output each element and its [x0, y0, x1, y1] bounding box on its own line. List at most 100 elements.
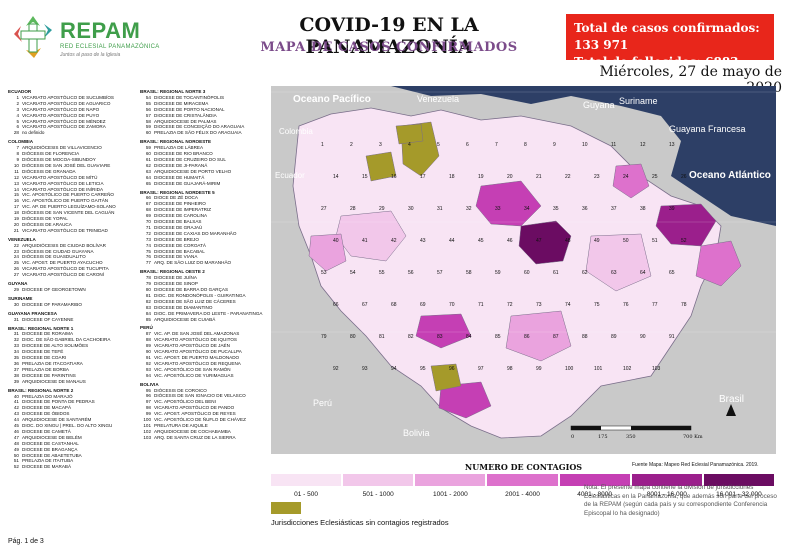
entry-number: 49	[13, 446, 19, 452]
entry-name: VIC. AP. DE SAN JOSÉ DEL AMAZONAS	[154, 331, 240, 337]
entry-number: 46	[13, 428, 19, 434]
directory-entry: 67 DIOCESE DE PINHEIRO	[140, 201, 270, 207]
entry-name: DIÓCESIS DE SAN VICENTE DEL CAGUÁN	[22, 210, 115, 216]
region-number: 26	[681, 174, 687, 180]
directory-entry: 77 ARQ. DE SÃO LUIZ DO MARANHÃO	[140, 260, 270, 266]
directory-entry: 94 VIC. APOSTÓLICO DE YURIMAGUAS	[140, 373, 270, 379]
region-number: 102	[623, 366, 632, 372]
scale-bar: 0 175 350 700 Km	[570, 425, 703, 440]
entry-name: VICARIATO APOSTÓLICO DE SUCUMBÍOS	[22, 94, 114, 100]
entry-name: DIOCESE DE ÓBIDOS	[22, 411, 70, 417]
entry-number: 69	[145, 213, 151, 219]
entry-number: 62	[145, 162, 151, 168]
directory-entry: 43 DIOCESE DE ÓBIDOS	[8, 411, 143, 417]
region-number: 78	[681, 302, 687, 308]
directory-entry: 47 ARQUIDIOCESE DE BELÉM	[8, 435, 143, 441]
entry-number: 18	[13, 210, 19, 216]
entry-name: DIOCESE DE BARRA DO GARÇAS	[154, 287, 229, 292]
entry-number: 66	[145, 195, 151, 201]
directory-entry: 37 PRELAZIA DE BORBA	[8, 367, 143, 373]
entry-name: ARQUIDIÓCESIS DE VILLAVICENCIO	[22, 145, 102, 151]
region-number: 68	[391, 302, 397, 308]
region-number: 88	[582, 334, 588, 340]
entry-name: VIC. APOSTÓLICO DE YURIMAGUAS	[154, 372, 234, 378]
entry-number: 78	[145, 275, 151, 281]
entry-name: PRELAZIA DE ITACOATIARA	[22, 360, 83, 366]
entry-name: DIOCESE DE MIRACEMA	[154, 100, 209, 106]
entry-name: VICARIATO APOSTÓLICO DE AGUARICO	[22, 100, 111, 106]
directory-entry: 10 DIÓCESIS DE SAN JOSÉ DEL GUAVIARE	[8, 163, 143, 169]
entry-number: 19	[13, 216, 19, 222]
entry-number: 34	[13, 349, 19, 355]
entry-name: VICARIATO APOSTÓLICO DE TRINIDAD	[22, 227, 108, 233]
region-number: 20	[507, 174, 513, 180]
repam-logo: REPAM RED ECLESIAL PANAMAZÓNICA Juntos a…	[8, 12, 218, 64]
entry-name: ARQUIDIOCESE DE SANTARÉM	[22, 417, 92, 423]
page-subtitle: MAPA DE CASOS CONFIRMADOS	[260, 40, 518, 55]
entry-number: 17	[13, 204, 19, 210]
directory-entry: 69 DIOCESE DE CAROLINA	[140, 213, 270, 219]
entry-number: 67	[145, 201, 151, 207]
region-number: 82	[408, 334, 414, 340]
region-number: 15	[362, 174, 368, 180]
region-number: 93	[362, 366, 368, 372]
entry-name: ARQUIDIÓCESIS DE CIUDAD BOLÍVAR	[22, 242, 106, 248]
entry-number: 95	[145, 387, 151, 393]
directory-entry: 23 DIÓCESIS DE CIUDAD GUAYANA	[8, 249, 143, 255]
entry-name: DIOCESE DE RORAIMA	[22, 331, 74, 337]
region-number: 49	[594, 238, 600, 244]
entry-number: 102	[143, 428, 151, 434]
directory-entry: 98 VICARIATO APOSTÓLICO DE PANDO	[140, 405, 270, 411]
entry-name: DIOCESE DE DIAMANTINO	[154, 304, 213, 310]
directory-entry: 64 DIOCESE DE HUMAITÁ	[140, 175, 270, 181]
directory-entry: 95 DIÓCESIS DE COROICO	[140, 388, 270, 394]
entry-name: VIC. APOSTÓLICO DE PUERTO GAITÁN	[22, 198, 109, 204]
directory-entry: 27 VICARIATO APOSTÓLICO DE CARONÍ	[8, 272, 143, 278]
region-maranhao	[695, 240, 742, 287]
region-number: 19	[478, 174, 484, 180]
map-note: Nota: El presente mapa contiene la divis…	[584, 484, 777, 517]
directory-entry: 75 DIOCESE DE BACABAL	[140, 249, 270, 255]
region-number: 84	[466, 334, 472, 340]
region-manaus	[518, 220, 572, 265]
directory-entry: 54 DIOCESE DE TOCANTINÓPOLIS	[140, 95, 270, 101]
region-number: 14	[333, 174, 339, 180]
entry-number: 87	[145, 331, 151, 337]
entry-name: DIÓCESIS DE YOPAL	[22, 216, 68, 222]
region-number: 77	[652, 302, 658, 308]
region-number: 52	[681, 238, 687, 244]
region-number: 70	[449, 302, 455, 308]
region-number: 38	[640, 206, 646, 212]
region-number: 53	[321, 270, 327, 276]
entry-name: DIOCESE DE PORTO NACIONAL	[154, 106, 225, 112]
region-number: 3	[379, 142, 382, 148]
entry-number: 2	[16, 100, 19, 106]
entry-number: 47	[13, 434, 19, 440]
entry-number: 32	[13, 337, 19, 343]
directory-heading: BRASIL: REGIONAL OESTE 2	[140, 269, 205, 275]
amazon-region	[292, 107, 722, 439]
entry-name: ARQUIDIOCESE DE CUIABÁ	[154, 316, 216, 322]
entry-number: 73	[145, 236, 151, 242]
entry-name: DIOCESE DE HUMAITÁ	[154, 174, 205, 180]
directory-entry: 59 PRELAZIA DE LÁBREA	[140, 145, 270, 151]
region-number: 89	[611, 334, 617, 340]
directory-entry: 87 VIC. AP. DE SAN JOSÉ DEL AMAZONAS	[140, 331, 270, 337]
region-number: 40	[333, 238, 339, 244]
region-number: 7	[495, 142, 498, 148]
entry-name: DIOCESE DE CRUZEIRO DO SUL	[154, 156, 226, 162]
brand-subtitle: RED ECLESIAL PANAMAZÓNICA	[60, 44, 160, 50]
legend-swatch	[487, 474, 558, 486]
entry-name: VICARIATO APOSTÓLICO DE PANDO	[154, 405, 235, 411]
entry-number: 28	[13, 130, 19, 136]
entry-name: VICARIATO APOSTÓLICO DE PUCALLPA	[154, 349, 242, 355]
directory-entry: 89 VICARIATO APOSTÓLICO DE JAÉN	[140, 343, 270, 349]
directory-entry: 88 VICARIATO APOSTÓLICO DE IQUITOS	[140, 337, 270, 343]
entry-number: 90	[145, 349, 151, 355]
entry-number: 76	[145, 254, 151, 260]
region-number: 47	[536, 238, 542, 244]
directory-entry: 20 DIÓCESIS DE ARAUCA	[8, 222, 143, 228]
directory-entry: 36 PRELAZIA DE ITACOATIARA	[8, 361, 143, 367]
directory-entry: 25 VIC. APOST. DE PUERTO AYACUCHO	[8, 260, 143, 266]
directory-entry: 61 DIOCESE DE CRUZEIRO DO SUL	[140, 157, 270, 163]
